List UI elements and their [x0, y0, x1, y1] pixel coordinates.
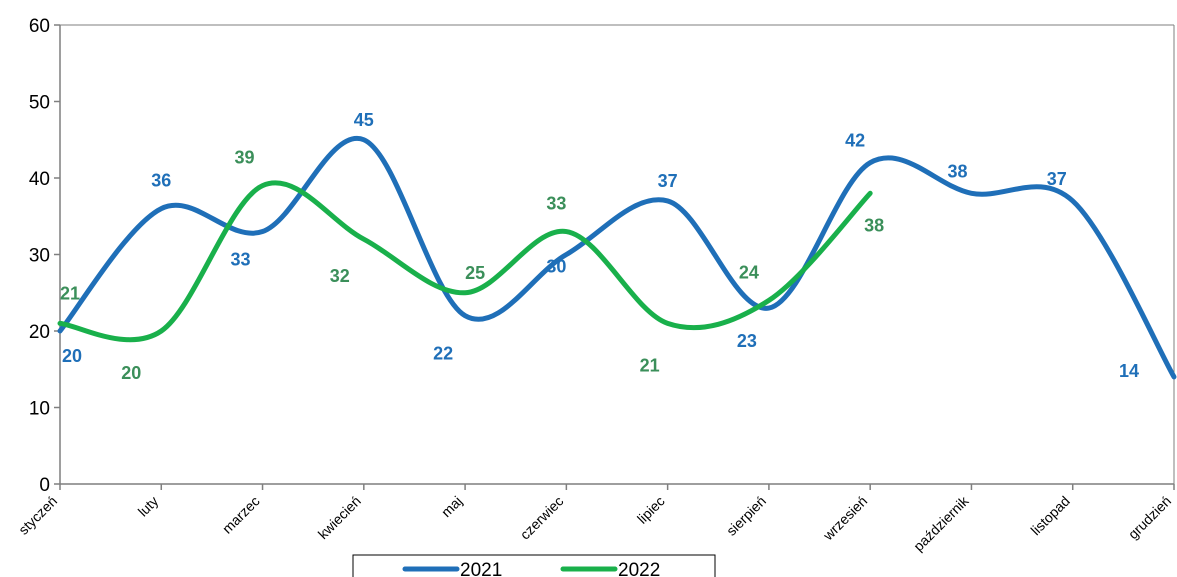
data-label-2021: 37 — [1047, 169, 1067, 189]
data-label-2021: 23 — [737, 331, 757, 351]
series-lines — [57, 135, 1177, 380]
x-tick-label: sierpień — [723, 493, 769, 539]
x-tick-label: czerwiec — [517, 493, 567, 543]
data-label-2021: 22 — [433, 344, 453, 364]
data-label-2021: 14 — [1119, 361, 1139, 381]
x-axis-ticks: styczeń luty marzec kwiecień maj czerwiec lipi… — [15, 484, 1175, 554]
legend-box — [352, 554, 716, 577]
x-tick-label: listopad — [1027, 493, 1072, 538]
x-tick-label: luty — [135, 493, 162, 520]
x-tick-label: lipiec — [634, 493, 668, 527]
data-label-2022: 21 — [640, 355, 660, 375]
axes — [59, 24, 1175, 485]
data-label-2022: 33 — [546, 194, 566, 214]
legend-label-2021: 2021 — [460, 560, 502, 577]
x-tick-label: styczeń — [15, 493, 60, 538]
legend-label-2022: 2022 — [618, 560, 660, 577]
legend: 2021 2022 — [352, 554, 716, 577]
data-label-2022: 39 — [235, 148, 255, 168]
data-label-2021: 33 — [231, 250, 251, 270]
y-tick-label: 40 — [29, 169, 50, 190]
series-line-2021 — [57, 135, 1177, 380]
x-tick-label: grudzień — [1125, 493, 1174, 542]
series-line-2022 — [57, 180, 873, 343]
data-label-2022: 21 — [60, 283, 80, 303]
data-label-2021: 30 — [546, 257, 566, 277]
x-tick-label: marzec — [219, 493, 263, 537]
data-labels: 20 36 33 45 22 30 37 23 42 38 37 14 21 20 39 32 25 33 21 24… — [60, 110, 1139, 383]
data-label-2022: 38 — [864, 215, 884, 235]
y-tick-label: 20 — [29, 322, 50, 343]
data-label-2022: 32 — [330, 266, 350, 286]
data-label-2021: 45 — [354, 110, 374, 130]
y-tick-label: 0 — [39, 475, 50, 496]
data-label-2021: 36 — [151, 171, 171, 191]
y-tick-label: 50 — [29, 93, 50, 114]
y-tick-label: 30 — [29, 246, 50, 267]
data-label-2022: 25 — [465, 263, 485, 283]
data-label-2021: 37 — [658, 171, 678, 191]
y-tick-label: 10 — [29, 399, 50, 420]
x-tick-label: maj — [438, 493, 465, 520]
data-label-2021: 20 — [62, 346, 82, 366]
data-label-2022: 24 — [739, 262, 759, 282]
y-tick-label: 60 — [29, 16, 50, 37]
x-tick-label: kwiecień — [315, 493, 364, 542]
x-tick-label: wrzesień — [819, 493, 870, 544]
data-label-2021: 42 — [845, 131, 865, 151]
x-tick-label: październik — [910, 492, 972, 554]
y-axis-ticks: 0 10 20 30 40 50 60 — [29, 16, 60, 496]
data-label-2021: 38 — [947, 161, 967, 181]
data-label-2022: 20 — [121, 363, 141, 383]
